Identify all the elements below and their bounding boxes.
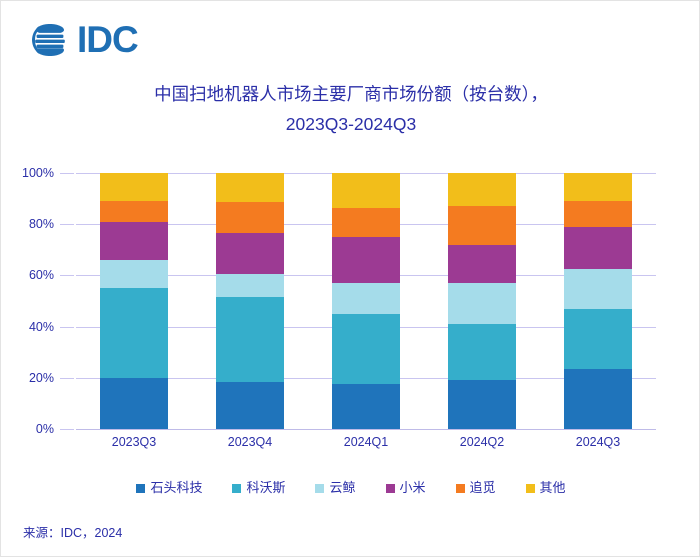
- bar-group[interactable]: [100, 173, 168, 429]
- chart-legend: 石头科技 科沃斯 云鲸 小米 追觅 其他: [1, 480, 699, 495]
- legend-label: 其他: [539, 480, 566, 495]
- legend-item[interactable]: 科沃斯: [232, 481, 285, 495]
- y-axis-tick-label: 60%: [28, 268, 54, 283]
- bar-segment[interactable]: [100, 221, 168, 261]
- legend-label: 科沃斯: [246, 480, 286, 495]
- bar-segment[interactable]: [216, 381, 284, 429]
- bar-group[interactable]: [216, 173, 284, 429]
- bar-group[interactable]: [332, 173, 400, 429]
- legend-item[interactable]: 其他: [525, 480, 566, 495]
- x-axis-tick-label: 2023Q4: [227, 435, 273, 449]
- y-axis-tick-mark: [60, 326, 74, 328]
- legend-item[interactable]: 云鲸: [315, 480, 356, 495]
- bar-segment[interactable]: [216, 233, 284, 275]
- bar-group[interactable]: [564, 173, 632, 429]
- bar-series-container: [76, 173, 656, 429]
- bar-segment[interactable]: [100, 201, 168, 222]
- bar-segment[interactable]: [100, 173, 168, 202]
- legend-item[interactable]: 追觅: [455, 480, 496, 495]
- bar-segment[interactable]: [564, 226, 632, 270]
- legend-swatch-icon: [525, 483, 535, 493]
- y-axis-tick-label: 80%: [28, 217, 54, 232]
- y-axis-tick-label: 0%: [35, 422, 54, 436]
- bar-segment[interactable]: [216, 202, 284, 234]
- legend-swatch-icon: [455, 483, 465, 493]
- legend-swatch-icon: [136, 483, 146, 493]
- legend-swatch-icon: [315, 483, 325, 493]
- bar-segment[interactable]: [332, 173, 400, 208]
- x-axis-tick-label: 2024Q3: [575, 435, 621, 449]
- chart-title: 中国扫地机器人市场主要厂商市场份额（按台数）， 2023Q3-2024Q3: [51, 79, 651, 139]
- legend-label: 追觅: [469, 480, 496, 495]
- y-axis-tick-mark: [60, 173, 74, 174]
- bar-segment[interactable]: [564, 368, 632, 429]
- bar-segment[interactable]: [448, 324, 516, 381]
- y-axis-tick-mark: [60, 377, 74, 379]
- chart-title-line1: 中国扫地机器人市场主要厂商市场份额（按台数），: [154, 84, 548, 104]
- legend-item[interactable]: 石头科技: [136, 481, 202, 495]
- bar-segment[interactable]: [564, 308, 632, 369]
- y-axis-tick-mark: [60, 429, 74, 430]
- bar-segment[interactable]: [332, 313, 400, 385]
- legend-swatch-icon: [232, 483, 242, 493]
- bar-group[interactable]: [448, 173, 516, 429]
- bar-segment[interactable]: [100, 288, 168, 378]
- idc-globe-icon: [32, 24, 65, 56]
- legend-label: 云鲸: [329, 480, 356, 495]
- y-axis-tick-label: 100%: [22, 166, 54, 180]
- legend-label: 小米: [399, 480, 426, 495]
- x-axis-tick-label: 2024Q2: [459, 435, 505, 449]
- bar-segment[interactable]: [216, 297, 284, 382]
- bar-segment[interactable]: [332, 237, 400, 284]
- plot-area: 0% 20% 40% 60% 80% 100% 2023Q3 2023Q4 2024Q1 202…: [22, 167, 656, 449]
- bar-segment[interactable]: [216, 274, 284, 298]
- bar-segment[interactable]: [564, 201, 632, 227]
- bar-segment[interactable]: [448, 173, 516, 207]
- chart-title-line2: 2023Q3-2024Q3: [285, 114, 417, 134]
- y-axis-tick-mark: [60, 275, 74, 277]
- bar-segment[interactable]: [564, 173, 632, 202]
- bar-segment[interactable]: [332, 283, 400, 314]
- y-axis-tick-mark: [60, 224, 74, 226]
- source-note: 来源：IDC，2024: [23, 526, 123, 540]
- bar-segment[interactable]: [332, 384, 400, 429]
- logo-text: IDC: [77, 19, 139, 60]
- bar-segment[interactable]: [448, 380, 516, 429]
- legend-swatch-icon: [385, 483, 395, 493]
- bar-segment[interactable]: [100, 260, 168, 289]
- idc-logo: IDC: [29, 19, 139, 61]
- bar-segment[interactable]: [216, 173, 284, 203]
- bar-segment[interactable]: [448, 206, 516, 245]
- x-axis-tick-label: 2024Q1: [343, 435, 389, 449]
- y-axis-tick-label: 20%: [28, 370, 54, 385]
- bar-segment[interactable]: [564, 269, 632, 309]
- y-axis-tick-label: 40%: [28, 319, 54, 334]
- x-axis-tick-label: 2023Q3: [111, 435, 157, 449]
- gridline: [76, 429, 656, 430]
- bar-segment[interactable]: [100, 377, 168, 429]
- bar-segment[interactable]: [448, 283, 516, 325]
- bar-segment[interactable]: [448, 244, 516, 284]
- legend-label: 石头科技: [150, 480, 203, 495]
- bar-segment[interactable]: [332, 207, 400, 238]
- legend-item[interactable]: 小米: [385, 480, 426, 495]
